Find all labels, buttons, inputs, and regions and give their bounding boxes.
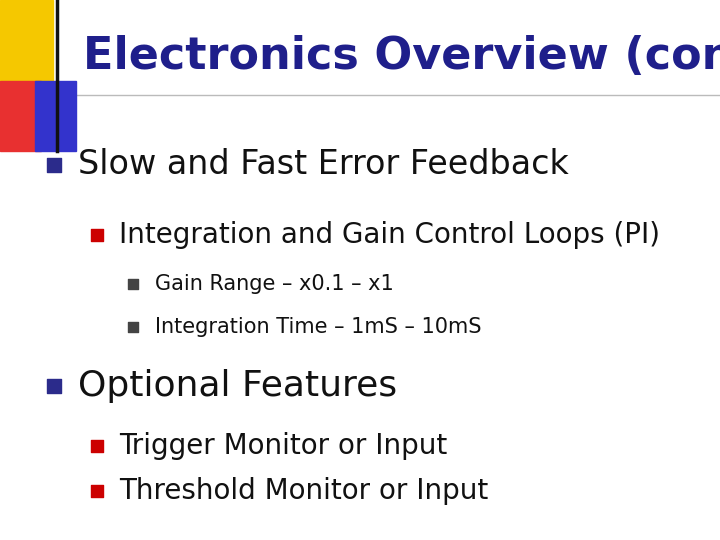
Text: Gain Range – x0.1 – x1: Gain Range – x0.1 – x1 (155, 273, 394, 294)
Point (48, 382, 60, 390)
Bar (0, 81, 41, 151)
Text: Electronics Overview (cont’d): Electronics Overview (cont’d) (83, 35, 720, 78)
Text: Optional Features: Optional Features (78, 369, 397, 403)
Point (91, 231, 103, 239)
Text: Threshold Monitor or Input: Threshold Monitor or Input (119, 477, 488, 505)
Bar (0, 0, 53, 84)
Point (91, 487, 103, 496)
Bar (35, 81, 76, 151)
Point (48, 160, 60, 169)
Point (127, 322, 139, 331)
Text: Integration and Gain Control Loops (PI): Integration and Gain Control Loops (PI) (119, 221, 660, 249)
Text: Trigger Monitor or Input: Trigger Monitor or Input (119, 431, 447, 460)
Point (91, 441, 103, 450)
Text: Integration Time – 1mS – 10mS: Integration Time – 1mS – 10mS (155, 316, 481, 337)
Point (127, 279, 139, 288)
Text: Slow and Fast Error Feedback: Slow and Fast Error Feedback (78, 148, 569, 181)
